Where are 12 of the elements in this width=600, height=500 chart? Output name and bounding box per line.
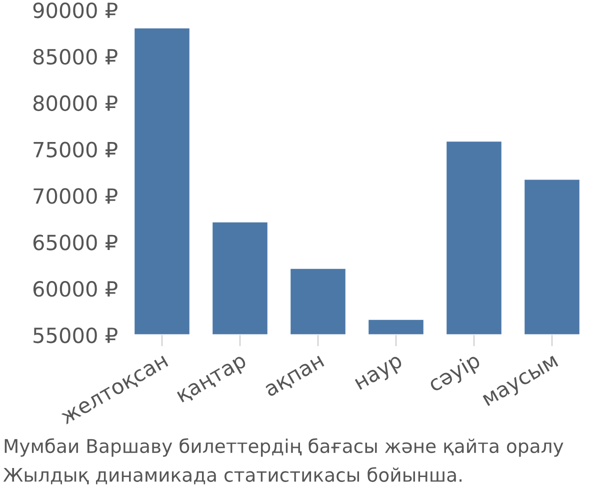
x-tick-label: сәуір <box>426 352 484 396</box>
y-tick-label: 70000 ₽ <box>34 188 118 204</box>
y-tick-label: 75000 ₽ <box>34 142 118 158</box>
y-tick-label: 55000 ₽ <box>34 327 118 344</box>
text: Жылдық динамикада статистикасы бойынша. <box>3 467 462 484</box>
text: Мумбаи Варшаву билеттердің бағасы және қайта оралу <box>4 438 564 457</box>
x-tick-label: наур <box>354 355 406 394</box>
y-tick-label: 90000 ₽ <box>33 2 118 18</box>
y-tick-label: 65000 ₽ <box>33 234 118 250</box>
y-tick-label: 80000 ₽ <box>33 95 118 112</box>
y-tick-label: 60000 ₽ <box>33 281 118 297</box>
y-tick-label: 85000 ₽ <box>33 48 118 65</box>
